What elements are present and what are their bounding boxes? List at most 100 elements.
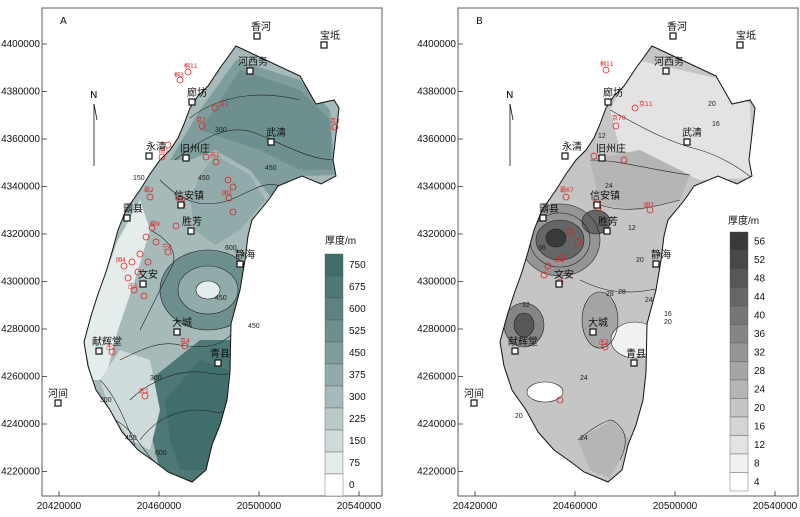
well-label: 固4 (116, 257, 126, 264)
contour-label: 450 (215, 295, 227, 302)
well-label: 庄1 (128, 282, 138, 290)
contour-label: 28 (606, 291, 614, 298)
legend-swatch (324, 297, 344, 321)
legend-value: 525 (349, 326, 366, 337)
city-marker: 青县 (626, 347, 646, 367)
svg-text:香河: 香河 (667, 21, 687, 33)
legend-swatch (324, 473, 344, 497)
panel-a-axes: 4400000 4380000 4360000 4340000 4320000 43000… (1, 39, 382, 512)
contour-label: 450 (265, 165, 277, 172)
svg-text:献辉堂: 献辉堂 (508, 335, 538, 348)
well-label: 庄2 (599, 338, 609, 346)
legend-value: 28 (754, 366, 766, 377)
legend-swatch (324, 319, 344, 343)
legend-value: 600 (349, 304, 366, 315)
well-label: 京70 (612, 114, 626, 122)
well-label: 京1 (219, 100, 229, 108)
well-label: 桐11 (184, 62, 198, 70)
y-tick-label: 4400000 (417, 39, 456, 50)
contour-label: 450 (125, 435, 137, 442)
contour-label: 300 (100, 397, 112, 404)
x-tick-label: 20460000 (553, 501, 598, 512)
legend-value: 36 (754, 329, 766, 340)
panel-a-cities: 香河 宝坻 河西务 廊坊 永清 旧州庄 武清 霸县 信安镇 胜芳 静海 文安 大… (48, 21, 340, 407)
panel-b-contour-labels: 16 20 12 12 36 32 28 24 20 16 20 24 20 2… (515, 101, 720, 442)
svg-text:宝坻: 宝坻 (736, 29, 756, 42)
legend-title: 厚度/m (325, 234, 356, 247)
well-label: 武1 (139, 387, 149, 395)
x-tick-label: 20500000 (653, 501, 698, 512)
city-marker: 献辉堂 (92, 335, 122, 355)
x-tick-label: 20460000 (137, 501, 182, 512)
svg-text:河西务: 河西务 (238, 55, 268, 68)
svg-text:静海: 静海 (651, 248, 671, 261)
legend-value: 24 (754, 384, 766, 395)
legend-value: 75 (349, 458, 361, 469)
well-label: 霸67 (560, 187, 574, 194)
legend-value: 675 (349, 282, 366, 293)
city-marker: 大城 (172, 316, 192, 336)
y-tick-label: 4320000 (1, 229, 40, 240)
legend-value: 20 (754, 403, 766, 414)
svg-text:廊坊: 廊坊 (603, 86, 623, 99)
panel-a-label: A (60, 16, 67, 27)
city-marker: 宝坻 (320, 29, 340, 49)
y-tick-label: 4240000 (417, 419, 456, 430)
y-tick-label: 4400000 (1, 39, 40, 50)
legend-value: 4 (754, 477, 760, 488)
legend-swatch (324, 407, 344, 431)
contour-label: 24 (605, 183, 613, 190)
y-ticks: 4400000 4380000 4360000 4340000 4320000 43000… (417, 39, 463, 478)
well-label: 桐11 (600, 60, 614, 68)
svg-text:香河: 香河 (251, 21, 271, 33)
svg-text:河西务: 河西务 (654, 55, 684, 68)
x-tick-label: 20540000 (337, 501, 382, 512)
y-tick-label: 4260000 (1, 372, 40, 383)
city-marker: 文安 (138, 268, 158, 288)
legend-value: 16 (754, 421, 766, 432)
y-tick-label: 4300000 (417, 277, 456, 288)
city-marker: 廊坊 (187, 86, 207, 106)
contour-label: 450 (248, 323, 260, 330)
svg-text:献辉堂: 献辉堂 (92, 335, 122, 348)
svg-text:武清: 武清 (266, 126, 286, 139)
contour-label: 20 (664, 319, 672, 326)
city-marker: 信安镇 (174, 189, 204, 209)
legend-swatch (729, 305, 749, 325)
well-label: 固1 (159, 148, 169, 155)
panel-b-cities: 香河 宝坻 河西务 廊坊 永清 旧州庄 武清 霸县 信安镇 胜芳 静海 文安 大… (464, 21, 756, 407)
contour-label: 20 (708, 101, 716, 108)
city-marker: 宝坻 (736, 29, 756, 49)
x-ticks: 20420000 20460000 20500000 20540000 (453, 491, 798, 512)
contour-label: 16 (664, 311, 672, 318)
north-label: N (90, 90, 97, 101)
legend-swatch (729, 287, 749, 307)
contour-label: 12 (628, 225, 636, 232)
svg-text:永清: 永清 (562, 140, 582, 153)
panel-a-contour-labels: 300 150 450 600 450 450 300 450 300 600 … (100, 127, 277, 457)
city-marker: 河西务 (238, 55, 268, 75)
city-marker: 香河 (667, 21, 687, 40)
contour-label: 150 (133, 175, 145, 182)
y-tick-label: 4340000 (417, 182, 456, 193)
legend-swatch (729, 361, 749, 381)
x-tick-label: 20540000 (753, 501, 798, 512)
legend-value: 52 (754, 255, 766, 266)
x-tick-label: 20500000 (237, 501, 282, 512)
y-tick-label: 4380000 (417, 87, 456, 98)
legend-swatch (324, 275, 344, 299)
panel-a: A (1, 7, 383, 512)
contour-label: 32 (522, 302, 530, 309)
city-marker: 霸县 (539, 203, 559, 222)
well-label: 固3 (176, 196, 186, 203)
city-marker: 胜芳 (598, 215, 618, 235)
well-label: 京3 (330, 117, 340, 125)
well-label: 宁4 (162, 243, 172, 251)
panel-b-label: B (476, 16, 483, 27)
legend-swatch (324, 385, 344, 409)
legend-swatch (324, 429, 344, 453)
well-label: 京4 (180, 337, 190, 345)
svg-text:霸县: 霸县 (539, 203, 559, 215)
